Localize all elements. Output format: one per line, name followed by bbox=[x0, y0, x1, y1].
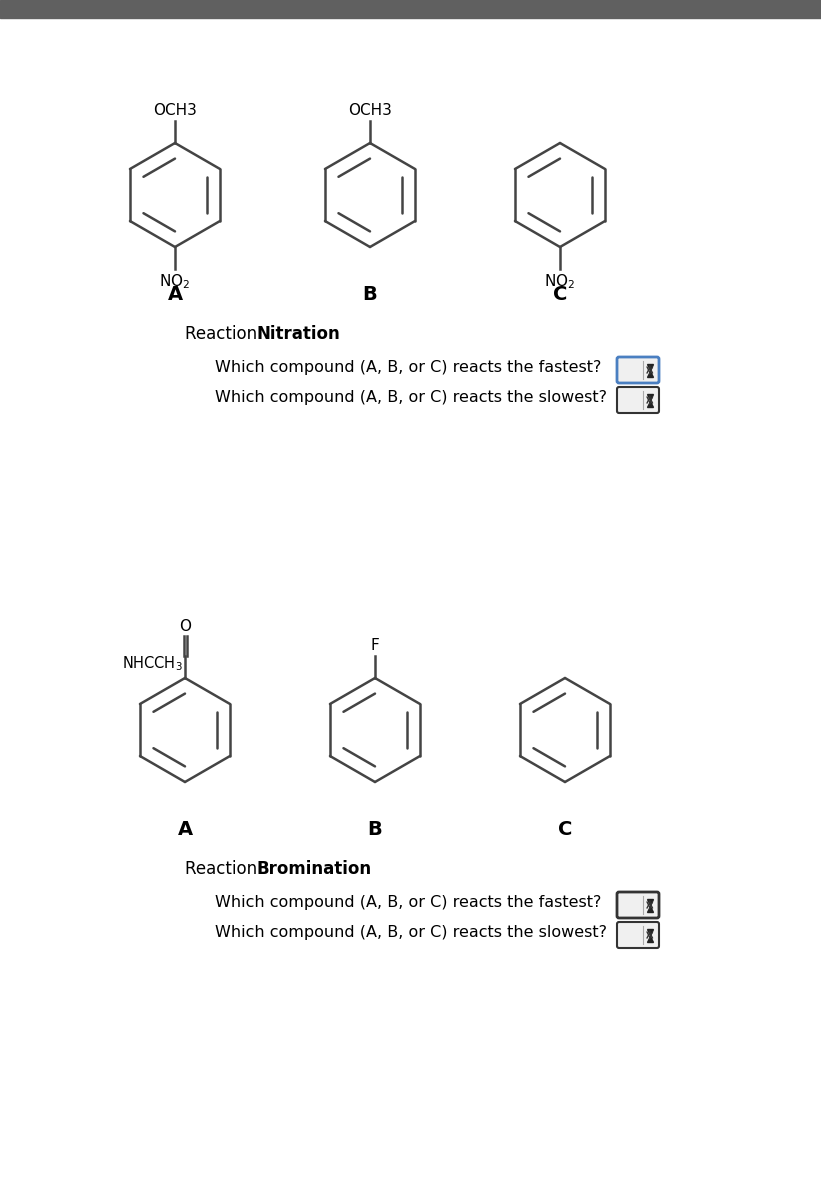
Text: A: A bbox=[177, 821, 193, 839]
Text: Which compound (A, B, or C) reacts the slowest?: Which compound (A, B, or C) reacts the s… bbox=[215, 926, 607, 940]
Text: A: A bbox=[167, 285, 182, 304]
FancyBboxPatch shape bbox=[617, 922, 659, 948]
Text: NO$_2$: NO$_2$ bbox=[159, 272, 190, 291]
Text: F: F bbox=[370, 638, 379, 653]
Text: Which compound (A, B, or C) reacts the fastest?: Which compound (A, B, or C) reacts the f… bbox=[215, 895, 601, 910]
Text: C: C bbox=[557, 821, 572, 839]
Text: OCH3: OCH3 bbox=[348, 103, 392, 118]
Text: NHCCH$_3$: NHCCH$_3$ bbox=[122, 654, 183, 673]
Text: Which compound (A, B, or C) reacts the fastest?: Which compound (A, B, or C) reacts the f… bbox=[215, 360, 601, 375]
Text: O: O bbox=[179, 619, 191, 634]
Text: OCH3: OCH3 bbox=[153, 103, 197, 118]
Text: Reaction:: Reaction: bbox=[185, 859, 268, 878]
Bar bbox=[0, 0, 821, 18]
FancyBboxPatch shape bbox=[617, 387, 659, 413]
FancyBboxPatch shape bbox=[617, 893, 659, 918]
Text: B: B bbox=[363, 285, 378, 304]
Text: Reaction:: Reaction: bbox=[185, 325, 268, 343]
Text: Which compound (A, B, or C) reacts the slowest?: Which compound (A, B, or C) reacts the s… bbox=[215, 390, 607, 406]
FancyBboxPatch shape bbox=[617, 357, 659, 383]
Text: B: B bbox=[368, 821, 383, 839]
Text: Bromination: Bromination bbox=[257, 859, 372, 878]
Text: NO$_2$: NO$_2$ bbox=[544, 272, 576, 291]
Text: C: C bbox=[553, 285, 567, 304]
Text: Nitration: Nitration bbox=[257, 325, 341, 343]
